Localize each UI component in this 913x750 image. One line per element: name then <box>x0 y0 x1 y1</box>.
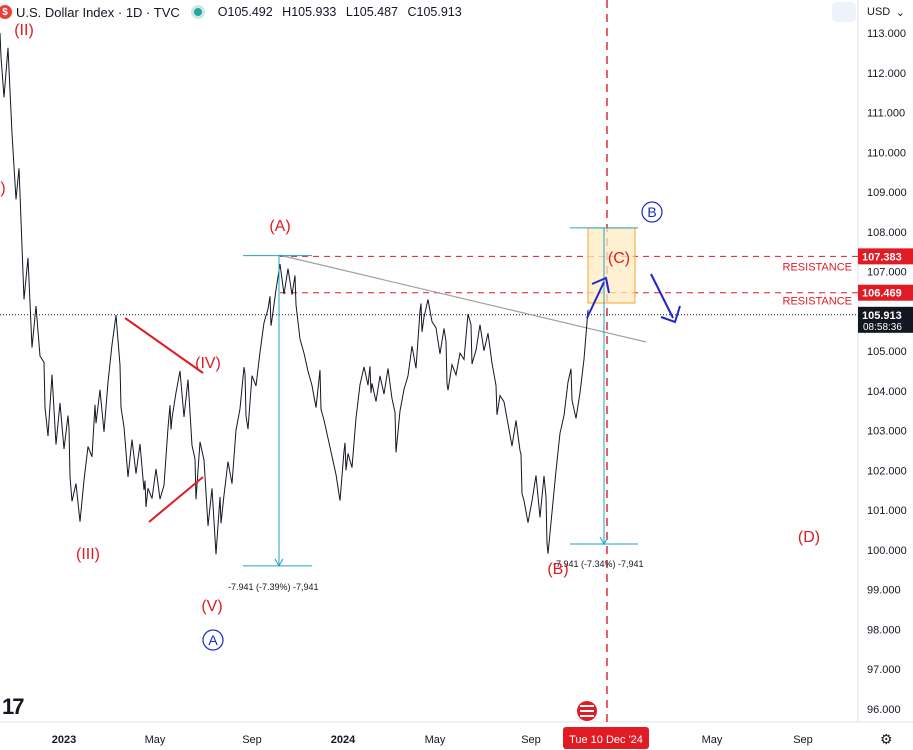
up-arrow-shaft <box>586 281 605 319</box>
crosshair-date-badge <box>563 727 649 749</box>
flag-stripe <box>580 710 594 712</box>
wave-label: (B) <box>547 561 568 578</box>
price-tick-label: 104.000 <box>867 386 907 398</box>
time-tick-label: Sep <box>793 734 813 746</box>
price-axis-badge-label: 107.383 <box>862 251 902 263</box>
wave-label: A <box>208 632 218 648</box>
gear-icon[interactable]: ⚙ <box>880 731 893 747</box>
ohlc-open-key: O <box>217 5 228 19</box>
target-zone-box <box>587 227 636 304</box>
ohlc-open-value: 105.492 <box>227 5 273 19</box>
chart-header: $ U.S. Dollar Index · 1D · TVC O105.492 … <box>0 0 462 24</box>
ohlc-high-value: 105.933 <box>291 5 337 19</box>
object-tree-button[interactable] <box>832 2 856 22</box>
chevron-down-icon: ⌄ <box>895 6 905 19</box>
price-axis-badge-label: 106.469 <box>862 288 902 300</box>
wave-iii-v-line <box>148 476 204 523</box>
ohlc-close-value: 105.913 <box>416 5 462 19</box>
symbol-logo-icon: $ <box>0 5 12 19</box>
currency-selector[interactable]: USD ⌄ <box>861 2 911 22</box>
time-tick-label: May <box>145 734 166 746</box>
crosshair-date-label: Tue 10 Dec '24 <box>569 734 643 746</box>
price-tick-label: 103.000 <box>867 426 907 438</box>
tradingview-logo[interactable]: 17 <box>2 694 25 719</box>
wave-label: (III) <box>76 546 100 563</box>
price-tick-label: 107.000 <box>867 267 907 279</box>
wave-label: (IV) <box>195 355 221 372</box>
wave-label: B <box>647 204 656 220</box>
wave-label: (II) <box>14 22 34 39</box>
flag-stripe <box>580 715 594 717</box>
currency-label: USD <box>867 6 891 18</box>
wave-iv-line <box>124 317 204 374</box>
time-tick-label: 2023 <box>52 734 76 746</box>
price-tick-label: 102.000 <box>867 465 907 477</box>
wave-label: (A) <box>269 218 290 235</box>
countdown-label: 08:58:36 <box>863 322 902 333</box>
wave-circle <box>202 629 224 651</box>
price-tick-label: 97.000 <box>867 664 901 676</box>
ohlc-low-key: L <box>345 5 353 19</box>
market-status-icon <box>193 8 202 16</box>
up-arrow-head <box>591 276 610 294</box>
price-tick-label: 98.000 <box>867 624 901 636</box>
down-arrow-shaft <box>650 273 674 319</box>
price-tick-label: 108.000 <box>867 227 907 239</box>
resistance-label: RESISTANCE <box>783 261 852 273</box>
wave-label: ) <box>0 180 5 197</box>
measure-arrowhead <box>274 558 284 567</box>
wave-label: (V) <box>201 598 222 615</box>
price-axis-badge <box>858 306 913 333</box>
ohlc-low-value: 105.487 <box>352 5 399 19</box>
price-axis-badge <box>858 284 913 301</box>
price-tick-label: 110.000 <box>867 147 906 159</box>
price-tick-label: 101.000 <box>867 505 907 517</box>
time-tick-label: 2024 <box>331 734 356 746</box>
symbol-title[interactable]: U.S. Dollar Index · 1D · TVC <box>16 4 180 20</box>
wave-label: (D) <box>798 529 820 546</box>
ohlc-high-key: H <box>282 5 292 19</box>
price-axis-badge-label: 105.913 <box>862 310 902 322</box>
resistance-label: RESISTANCE <box>783 296 852 308</box>
price-tick-label: 99.000 <box>867 585 901 597</box>
price-tick-label: 96.000 <box>867 704 901 716</box>
time-tick-label: May <box>702 734 723 746</box>
price-tick-label: 100.000 <box>867 545 907 557</box>
descending-trendline <box>278 254 647 343</box>
price-tick-label: 109.000 <box>867 187 907 199</box>
measure-label: -7.941 (-7.39%) -7,941 <box>228 582 319 592</box>
price-tick-label: 111.000 <box>867 108 905 120</box>
time-tick-label: May <box>425 734 446 746</box>
price-tick-label: 113.000 <box>867 28 906 40</box>
time-tick-label: Sep <box>521 734 541 746</box>
price-tick-label: 105.000 <box>867 346 907 358</box>
price-tick-label: 112.000 <box>867 68 906 80</box>
ohlc-close-key: C <box>407 5 417 19</box>
ohlc-legend: O105.492 H105.933 L105.487 C105.913 <box>218 5 462 19</box>
price-series-line <box>0 32 589 555</box>
down-arrow-head <box>660 305 681 324</box>
price-axis-badge <box>858 248 913 265</box>
time-tick-label: Sep <box>242 734 262 746</box>
flag-stripe <box>580 705 594 707</box>
measure-arrowhead <box>599 536 609 545</box>
wave-circle <box>641 201 663 223</box>
wave-label: (C) <box>608 250 630 267</box>
measure-label: -7.941 (-7.34%) -7,941 <box>553 559 644 569</box>
